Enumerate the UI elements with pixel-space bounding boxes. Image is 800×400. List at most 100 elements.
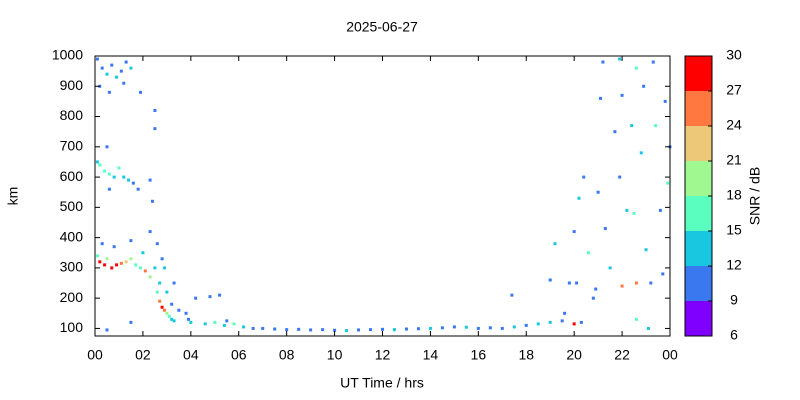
echo-point bbox=[572, 230, 576, 234]
y-tick-label: 700 bbox=[60, 138, 84, 154]
x-tick-label: 04 bbox=[183, 347, 199, 363]
echo-point bbox=[160, 305, 164, 309]
echo-point bbox=[103, 169, 107, 173]
y-tick-label: 500 bbox=[60, 198, 84, 214]
colorbar-band bbox=[685, 231, 712, 266]
echo-point bbox=[577, 196, 581, 200]
echo-point bbox=[172, 281, 176, 285]
echo-point bbox=[651, 60, 655, 64]
echo-point bbox=[488, 326, 492, 330]
echo-point bbox=[620, 93, 624, 97]
echo-point bbox=[512, 325, 516, 329]
echo-point bbox=[115, 263, 119, 267]
echo-point bbox=[100, 66, 104, 70]
echo-point bbox=[357, 328, 361, 332]
echo-point bbox=[646, 326, 650, 330]
echo-point bbox=[218, 293, 222, 297]
echo-point bbox=[124, 60, 128, 64]
colorbar-band bbox=[685, 161, 712, 196]
echo-point bbox=[273, 327, 277, 331]
x-tick-label: 10 bbox=[327, 347, 343, 363]
echo-point bbox=[172, 319, 176, 323]
echo-point bbox=[139, 90, 143, 94]
echo-point bbox=[115, 75, 119, 79]
echo-point bbox=[661, 272, 665, 276]
colorbar-band bbox=[685, 301, 712, 336]
echo-point bbox=[184, 311, 188, 315]
echo-point bbox=[654, 124, 658, 128]
echo-point bbox=[148, 230, 152, 234]
echo-point bbox=[591, 296, 595, 300]
echo-point bbox=[148, 275, 152, 279]
colorbar-tick-label: 15 bbox=[726, 222, 742, 238]
echo-point bbox=[158, 281, 162, 285]
echo-point bbox=[333, 328, 337, 332]
echo-point bbox=[105, 145, 109, 149]
echo-point bbox=[155, 290, 159, 294]
colorbar-tick-label: 27 bbox=[726, 82, 742, 98]
echo-point bbox=[548, 278, 552, 282]
echo-point bbox=[122, 81, 126, 85]
echo-point bbox=[242, 325, 246, 329]
echo-point bbox=[177, 308, 181, 312]
echo-point bbox=[124, 260, 128, 264]
echo-point bbox=[107, 187, 111, 191]
echo-point bbox=[309, 328, 313, 332]
echo-point bbox=[630, 124, 634, 128]
echo-point bbox=[369, 328, 373, 332]
x-tick-label: 20 bbox=[566, 347, 582, 363]
echo-point bbox=[139, 266, 143, 270]
x-tick-label: 16 bbox=[471, 347, 487, 363]
echo-point bbox=[563, 311, 567, 315]
echo-point bbox=[575, 281, 579, 285]
x-tick-label: 02 bbox=[135, 347, 151, 363]
colorbar-label: SNR / dB bbox=[747, 167, 763, 225]
echo-point bbox=[136, 187, 140, 191]
echo-point bbox=[105, 328, 109, 332]
echo-point bbox=[129, 257, 133, 261]
echo-point bbox=[153, 127, 157, 131]
y-tick-label: 100 bbox=[60, 319, 84, 335]
echo-point bbox=[603, 227, 607, 231]
echo-point bbox=[297, 327, 301, 331]
echo-point bbox=[587, 251, 591, 255]
echo-point bbox=[194, 296, 198, 300]
echo-point bbox=[579, 320, 583, 324]
echo-point bbox=[524, 323, 528, 327]
echo-point bbox=[95, 160, 99, 164]
echo-point bbox=[634, 281, 638, 285]
echo-point bbox=[122, 175, 126, 179]
x-tick-label: 00 bbox=[662, 347, 678, 363]
echo-point bbox=[232, 322, 236, 326]
echo-point bbox=[634, 66, 638, 70]
echo-point bbox=[596, 190, 600, 194]
echo-point bbox=[321, 328, 325, 332]
x-tick-label: 06 bbox=[231, 347, 247, 363]
colorbar-tick-label: 21 bbox=[726, 152, 742, 168]
echo-point bbox=[186, 317, 190, 321]
echo-point bbox=[452, 325, 456, 329]
echo-point bbox=[510, 293, 514, 297]
echo-point bbox=[112, 245, 116, 249]
echo-point bbox=[285, 328, 289, 332]
echo-point bbox=[98, 163, 102, 167]
echo-point bbox=[131, 181, 135, 185]
echo-point bbox=[107, 90, 111, 94]
echo-point bbox=[148, 178, 152, 182]
x-tick-label: 22 bbox=[614, 347, 630, 363]
echo-point bbox=[345, 329, 349, 333]
echo-point bbox=[203, 322, 207, 326]
echo-point bbox=[155, 242, 159, 246]
echo-point bbox=[225, 319, 229, 323]
colorbar-tick-label: 30 bbox=[726, 47, 742, 63]
echo-point bbox=[548, 320, 552, 324]
echo-point bbox=[440, 326, 444, 330]
echo-point bbox=[95, 57, 99, 61]
echo-point bbox=[143, 269, 147, 273]
y-axis-label: km bbox=[5, 187, 21, 206]
echo-point bbox=[464, 325, 468, 329]
echo-point bbox=[663, 99, 667, 103]
echo-point bbox=[582, 175, 586, 179]
echo-point bbox=[105, 257, 109, 261]
